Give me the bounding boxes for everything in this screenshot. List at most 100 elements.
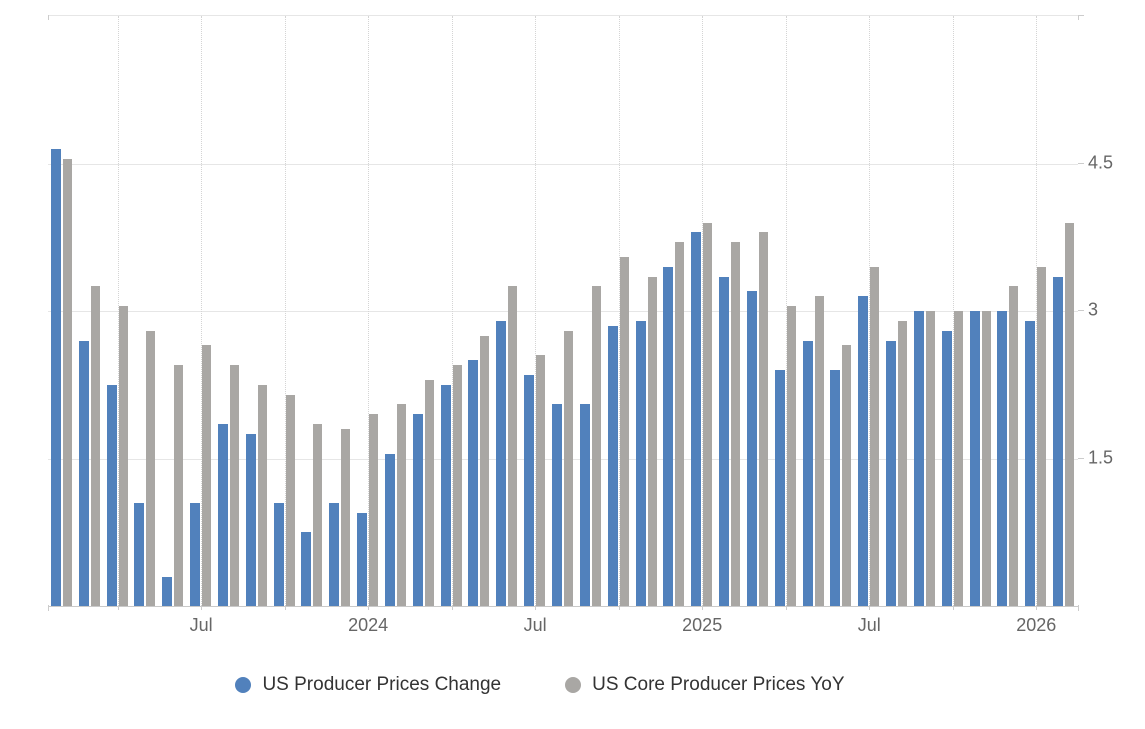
bar-core-producer-prices-yoy[interactable] <box>731 242 741 606</box>
bar-core-producer-prices-yoy[interactable] <box>842 345 852 606</box>
bar-producer-prices-change[interactable] <box>802 340 813 606</box>
gridline-vertical <box>368 16 370 606</box>
bar-core-producer-prices-yoy[interactable] <box>1065 222 1075 606</box>
bar-core-producer-prices-yoy[interactable] <box>174 365 184 606</box>
legend-dot-producer-prices <box>235 677 252 693</box>
bar-core-producer-prices-yoy[interactable] <box>786 306 796 606</box>
gridline-vertical <box>284 16 286 606</box>
bar-producer-prices-change[interactable] <box>217 424 228 606</box>
bar-producer-prices-change[interactable] <box>552 404 562 606</box>
bar-core-producer-prices-yoy[interactable] <box>257 384 267 606</box>
bar-core-producer-prices-yoy[interactable] <box>953 311 963 606</box>
bar-producer-prices-change[interactable] <box>579 404 590 606</box>
bar-core-producer-prices-yoy[interactable] <box>536 355 546 606</box>
x-axis-tick <box>451 605 453 610</box>
bar-producer-prices-change[interactable] <box>941 330 952 606</box>
bar-core-producer-prices-yoy[interactable] <box>703 222 713 606</box>
bar-producer-prices-change[interactable] <box>78 340 89 606</box>
bar-producer-prices-change[interactable] <box>858 296 869 606</box>
bar-producer-prices-change[interactable] <box>663 266 674 606</box>
bar-core-producer-prices-yoy[interactable] <box>564 330 573 606</box>
gridline-vertical <box>117 16 119 606</box>
bar-core-producer-prices-yoy[interactable] <box>619 256 629 606</box>
bar-producer-prices-change[interactable] <box>190 502 201 606</box>
bar-core-producer-prices-yoy[interactable] <box>647 276 657 606</box>
gridline-vertical <box>201 16 203 606</box>
axis-end-tick <box>48 15 49 20</box>
bar-producer-prices-change[interactable] <box>301 532 312 606</box>
legend-item-core-producer-prices[interactable]: US Core Producer Prices YoY <box>565 674 845 696</box>
x-axis-tick-label: Jul <box>189 615 213 635</box>
bar-producer-prices-change[interactable] <box>440 384 451 606</box>
bar-core-producer-prices-yoy[interactable] <box>925 311 935 606</box>
bar-core-producer-prices-yoy[interactable] <box>981 311 991 606</box>
bar-producer-prices-change[interactable] <box>997 311 1008 606</box>
bar-producer-prices-change[interactable] <box>774 370 785 606</box>
bar-core-producer-prices-yoy[interactable] <box>285 394 295 606</box>
bar-producer-prices-change[interactable] <box>1053 276 1064 606</box>
x-axis-tick <box>117 605 119 610</box>
y-axis-tick <box>1078 457 1084 459</box>
bar-producer-prices-change[interactable] <box>384 453 395 606</box>
x-axis-tick <box>618 605 620 610</box>
bar-core-producer-prices-yoy[interactable] <box>118 306 128 606</box>
x-axis-tick <box>368 605 370 610</box>
y-axis-tick <box>1078 162 1084 164</box>
y-axis-tick-label: 4.5 <box>1088 152 1114 172</box>
x-axis-tick-label: 2026 <box>1016 615 1057 635</box>
bar-core-producer-prices-yoy[interactable] <box>313 424 323 606</box>
bar-core-producer-prices-yoy[interactable] <box>341 429 351 606</box>
legend-item-producer-prices[interactable]: US Producer Prices Change <box>235 674 501 696</box>
bar-producer-prices-change[interactable] <box>329 502 340 606</box>
bar-producer-prices-change[interactable] <box>162 576 173 606</box>
bar-producer-prices-change[interactable] <box>357 512 368 606</box>
bar-producer-prices-change[interactable] <box>691 232 702 606</box>
bar-core-producer-prices-yoy[interactable] <box>424 379 434 606</box>
gridline-vertical <box>451 16 453 606</box>
gridline-horizontal <box>48 458 1078 460</box>
bar-core-producer-prices-yoy[interactable] <box>62 158 72 606</box>
bar-core-producer-prices-yoy[interactable] <box>480 335 490 606</box>
bar-producer-prices-change[interactable] <box>969 311 980 606</box>
bar-producer-prices-change[interactable] <box>50 148 61 606</box>
bar-producer-prices-change[interactable] <box>913 311 924 606</box>
bar-core-producer-prices-yoy[interactable] <box>146 330 156 606</box>
bar-producer-prices-change[interactable] <box>524 374 535 606</box>
bar-core-producer-prices-yoy[interactable] <box>202 345 212 606</box>
bar-producer-prices-change[interactable] <box>106 384 117 606</box>
bar-producer-prices-change[interactable] <box>746 291 757 606</box>
gridline-vertical <box>535 16 537 606</box>
bar-producer-prices-change[interactable] <box>496 320 507 606</box>
bar-core-producer-prices-yoy[interactable] <box>229 365 239 606</box>
bar-core-producer-prices-yoy[interactable] <box>369 414 379 606</box>
bar-producer-prices-change[interactable] <box>468 360 479 606</box>
bar-producer-prices-change[interactable] <box>719 276 730 606</box>
bar-core-producer-prices-yoy[interactable] <box>591 286 601 606</box>
bar-producer-prices-change[interactable] <box>412 414 423 606</box>
bar-core-producer-prices-yoy[interactable] <box>898 320 908 606</box>
bar-producer-prices-change[interactable] <box>134 502 145 606</box>
bar-producer-prices-change[interactable] <box>830 370 841 606</box>
bar-core-producer-prices-yoy[interactable] <box>1037 266 1047 606</box>
plot-area[interactable] <box>48 15 1078 607</box>
bar-producer-prices-change[interactable] <box>273 502 284 606</box>
y-axis-tick-label: 3 <box>1088 299 1099 320</box>
legend-label-producer-prices: US Producer Prices Change <box>262 674 502 695</box>
bar-core-producer-prices-yoy[interactable] <box>90 286 100 606</box>
bar-core-producer-prices-yoy[interactable] <box>814 296 824 606</box>
bar-core-producer-prices-yoy[interactable] <box>758 232 768 606</box>
x-axis-tick <box>702 605 704 610</box>
bar-core-producer-prices-yoy[interactable] <box>675 242 685 606</box>
gridline-vertical <box>785 16 787 606</box>
bar-core-producer-prices-yoy[interactable] <box>1009 286 1019 606</box>
bar-producer-prices-change[interactable] <box>886 340 897 606</box>
bar-producer-prices-change[interactable] <box>245 433 256 606</box>
bar-core-producer-prices-yoy[interactable] <box>508 286 518 606</box>
bar-core-producer-prices-yoy[interactable] <box>396 404 406 606</box>
bar-producer-prices-change[interactable] <box>635 320 646 606</box>
gridline-vertical <box>869 16 871 606</box>
bar-core-producer-prices-yoy[interactable] <box>452 365 462 606</box>
bar-core-producer-prices-yoy[interactable] <box>870 266 880 606</box>
bar-producer-prices-change[interactable] <box>1025 320 1036 606</box>
bar-producer-prices-change[interactable] <box>607 325 618 606</box>
